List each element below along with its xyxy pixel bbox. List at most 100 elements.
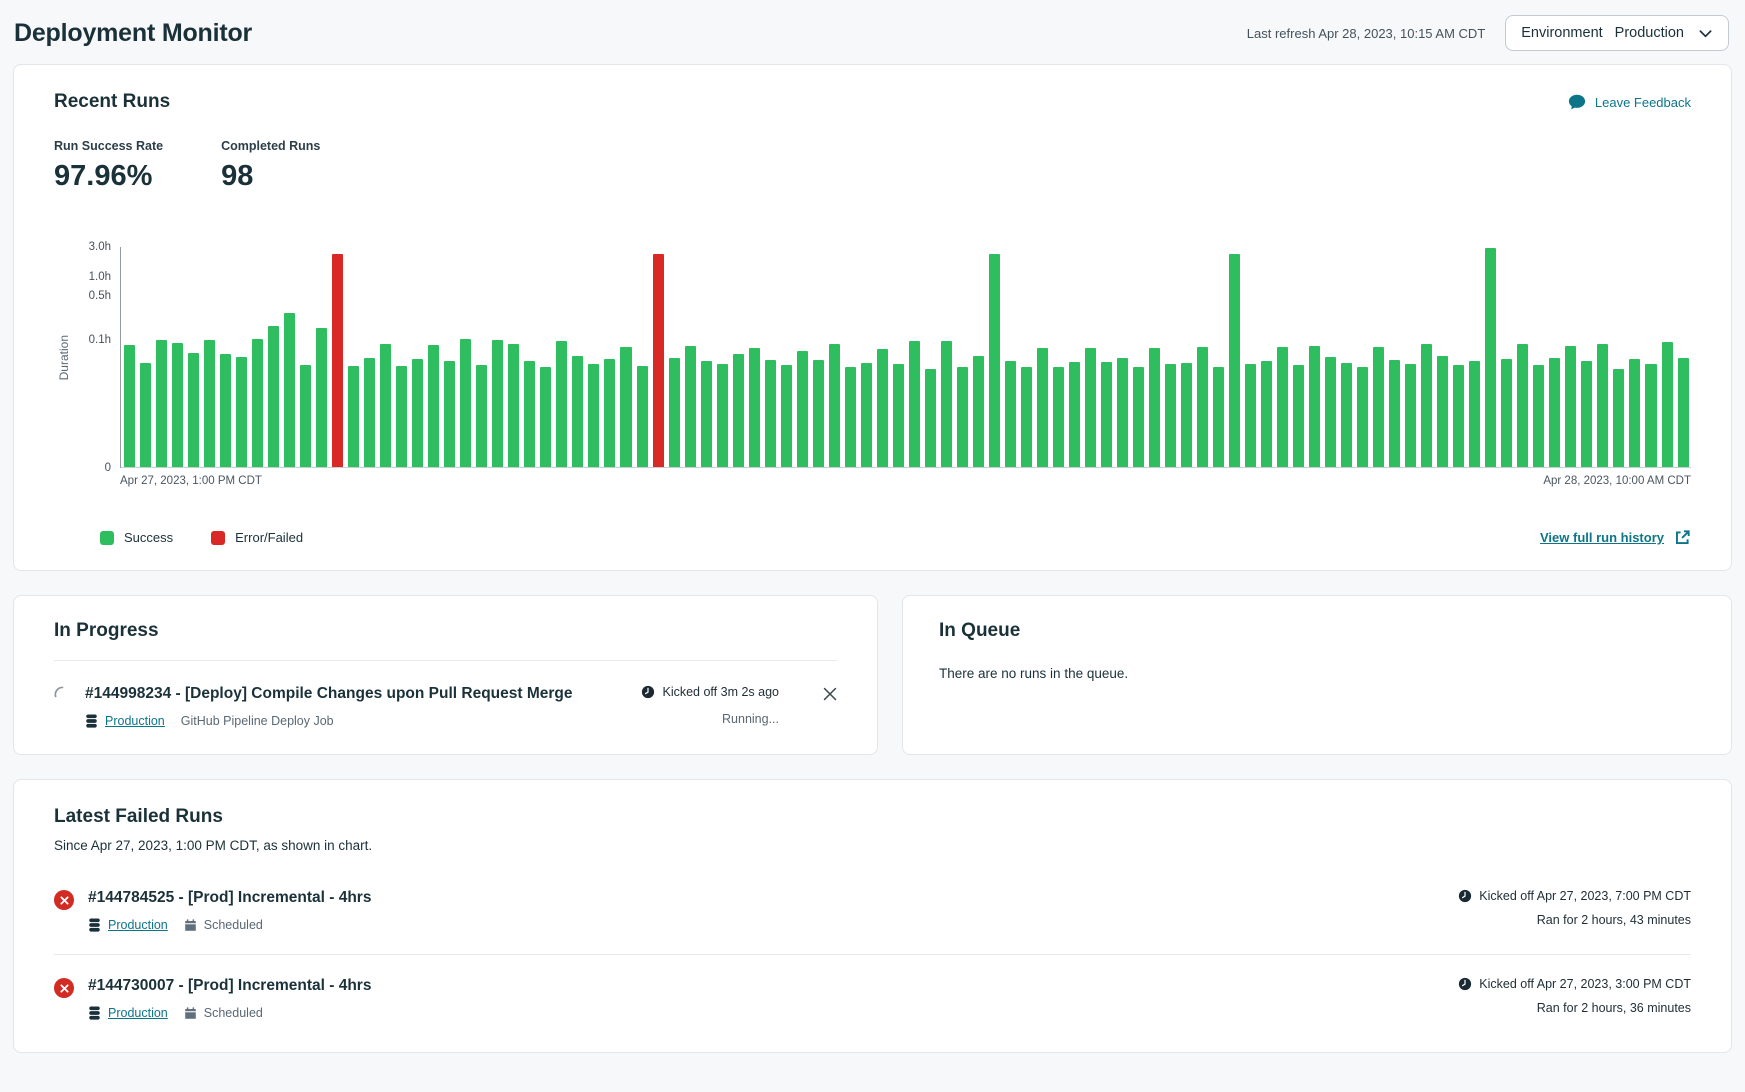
chart-bar-failed[interactable] — [332, 254, 343, 468]
chart-bar-success[interactable] — [1485, 248, 1496, 468]
chart-bar-success[interactable] — [1437, 356, 1448, 468]
chart-bar-success[interactable] — [572, 356, 583, 468]
chart-bar-success[interactable] — [1581, 361, 1592, 468]
chart-bar-success[interactable] — [1565, 346, 1576, 468]
chart-bar-success[interactable] — [316, 328, 327, 468]
chart-bar-success[interactable] — [765, 360, 776, 468]
chart-bar-success[interactable] — [1053, 367, 1064, 468]
chart-bar-success[interactable] — [813, 360, 824, 468]
chart-bar-success[interactable] — [588, 364, 599, 468]
environment-dropdown[interactable]: Environment Production — [1505, 15, 1729, 51]
chart-bar-success[interactable] — [1421, 344, 1432, 468]
chart-bar-success[interactable] — [1629, 359, 1640, 468]
chart-bar-success[interactable] — [1405, 364, 1416, 468]
chart-bar-success[interactable] — [508, 344, 519, 468]
chart-bar-success[interactable] — [156, 340, 167, 468]
chart-bar-success[interactable] — [941, 341, 952, 468]
chart-bar-success[interactable] — [236, 357, 247, 468]
chart-bar-success[interactable] — [1117, 358, 1128, 468]
chart-bar-success[interactable] — [1101, 362, 1112, 468]
chart-bar-success[interactable] — [1197, 347, 1208, 468]
chart-bar-success[interactable] — [1517, 344, 1528, 468]
chart-bar-success[interactable] — [701, 361, 712, 468]
chart-bar-success[interactable] — [1245, 364, 1256, 468]
leave-feedback-link[interactable]: Leave Feedback — [1568, 93, 1691, 111]
chart-bar-success[interactable] — [396, 366, 407, 468]
chart-bar-success[interactable] — [829, 344, 840, 468]
chart-bar-success[interactable] — [1645, 364, 1656, 468]
chart-bar-success[interactable] — [637, 366, 648, 468]
close-icon[interactable] — [823, 687, 837, 701]
chart-bar-success[interactable] — [669, 358, 680, 469]
chart-bar-success[interactable] — [1373, 347, 1384, 468]
chart-bar-success[interactable] — [124, 345, 135, 468]
chart-bar-success[interactable] — [1341, 363, 1352, 468]
chart-bar-success[interactable] — [460, 339, 471, 468]
chart-bar-success[interactable] — [380, 344, 391, 468]
chart-bar-success[interactable] — [1678, 358, 1689, 469]
chart-bar-success[interactable] — [1149, 348, 1160, 468]
chart-bar-success[interactable] — [717, 364, 728, 468]
chart-bar-failed[interactable] — [653, 254, 664, 468]
chart-bar-success[interactable] — [1357, 367, 1368, 468]
chart-bar-success[interactable] — [973, 356, 984, 468]
chart-bar-success[interactable] — [412, 359, 423, 468]
chart-bar-success[interactable] — [1613, 369, 1624, 468]
chart-bar-success[interactable] — [1389, 360, 1400, 468]
chart-bar-success[interactable] — [1469, 361, 1480, 468]
chart-bar-success[interactable] — [845, 367, 856, 468]
chart-bar-success[interactable] — [492, 340, 503, 468]
chart-bar-success[interactable] — [1133, 367, 1144, 468]
environment-link[interactable]: Production — [108, 1006, 168, 1020]
chart-bar-success[interactable] — [1277, 347, 1288, 468]
chart-bar-success[interactable] — [1533, 365, 1544, 468]
chart-bar-success[interactable] — [428, 345, 439, 468]
environment-link[interactable]: Production — [105, 714, 165, 728]
chart-bar-success[interactable] — [204, 340, 215, 468]
chart-bar-success[interactable] — [620, 347, 631, 468]
chart-bar-success[interactable] — [1293, 365, 1304, 468]
chart-bar-success[interactable] — [300, 365, 311, 468]
chart-bar-success[interactable] — [685, 346, 696, 468]
chart-bar-success[interactable] — [1453, 365, 1464, 468]
chart-bar-success[interactable] — [364, 358, 375, 468]
chart-bar-success[interactable] — [540, 367, 551, 468]
chart-bar-success[interactable] — [268, 326, 279, 468]
chart-bar-success[interactable] — [1549, 358, 1560, 469]
chart-bar-success[interactable] — [1325, 357, 1336, 468]
chart-bar-success[interactable] — [909, 341, 920, 468]
chart-bar-success[interactable] — [172, 343, 183, 468]
chart-bar-success[interactable] — [861, 363, 872, 468]
chart-bar-success[interactable] — [1229, 254, 1240, 468]
chart-bar-success[interactable] — [524, 361, 535, 468]
chart-bar-success[interactable] — [1181, 363, 1192, 468]
chart-bar-success[interactable] — [140, 363, 151, 468]
chart-bar-success[interactable] — [781, 365, 792, 468]
chart-bar-success[interactable] — [989, 254, 1000, 468]
chart-bar-success[interactable] — [1085, 348, 1096, 468]
chart-bar-success[interactable] — [957, 367, 968, 468]
chart-bar-success[interactable] — [1597, 344, 1608, 468]
environment-link[interactable]: Production — [108, 918, 168, 932]
chart-bar-success[interactable] — [188, 353, 199, 468]
chart-bar-success[interactable] — [220, 354, 231, 468]
chart-bar-success[interactable] — [893, 364, 904, 468]
chart-bar-success[interactable] — [1213, 367, 1224, 468]
chart-bar-success[interactable] — [877, 349, 888, 468]
chart-bar-success[interactable] — [348, 366, 359, 468]
chart-bar-success[interactable] — [1037, 348, 1048, 468]
chart-bar-success[interactable] — [444, 361, 455, 468]
view-full-run-history-link[interactable]: View full run history — [1540, 529, 1691, 546]
chart-bar-success[interactable] — [733, 354, 744, 468]
chart-bar-success[interactable] — [749, 348, 760, 468]
chart-bar-success[interactable] — [1165, 364, 1176, 468]
chart-bar-success[interactable] — [925, 369, 936, 468]
chart-bar-success[interactable] — [1662, 342, 1673, 468]
chart-bar-success[interactable] — [252, 339, 263, 468]
chart-bar-success[interactable] — [1261, 361, 1272, 468]
chart-bar-success[interactable] — [1309, 346, 1320, 468]
chart-bar-success[interactable] — [1005, 361, 1016, 468]
chart-bar-success[interactable] — [284, 313, 295, 468]
chart-bar-success[interactable] — [1021, 367, 1032, 468]
chart-bar-success[interactable] — [1069, 362, 1080, 468]
